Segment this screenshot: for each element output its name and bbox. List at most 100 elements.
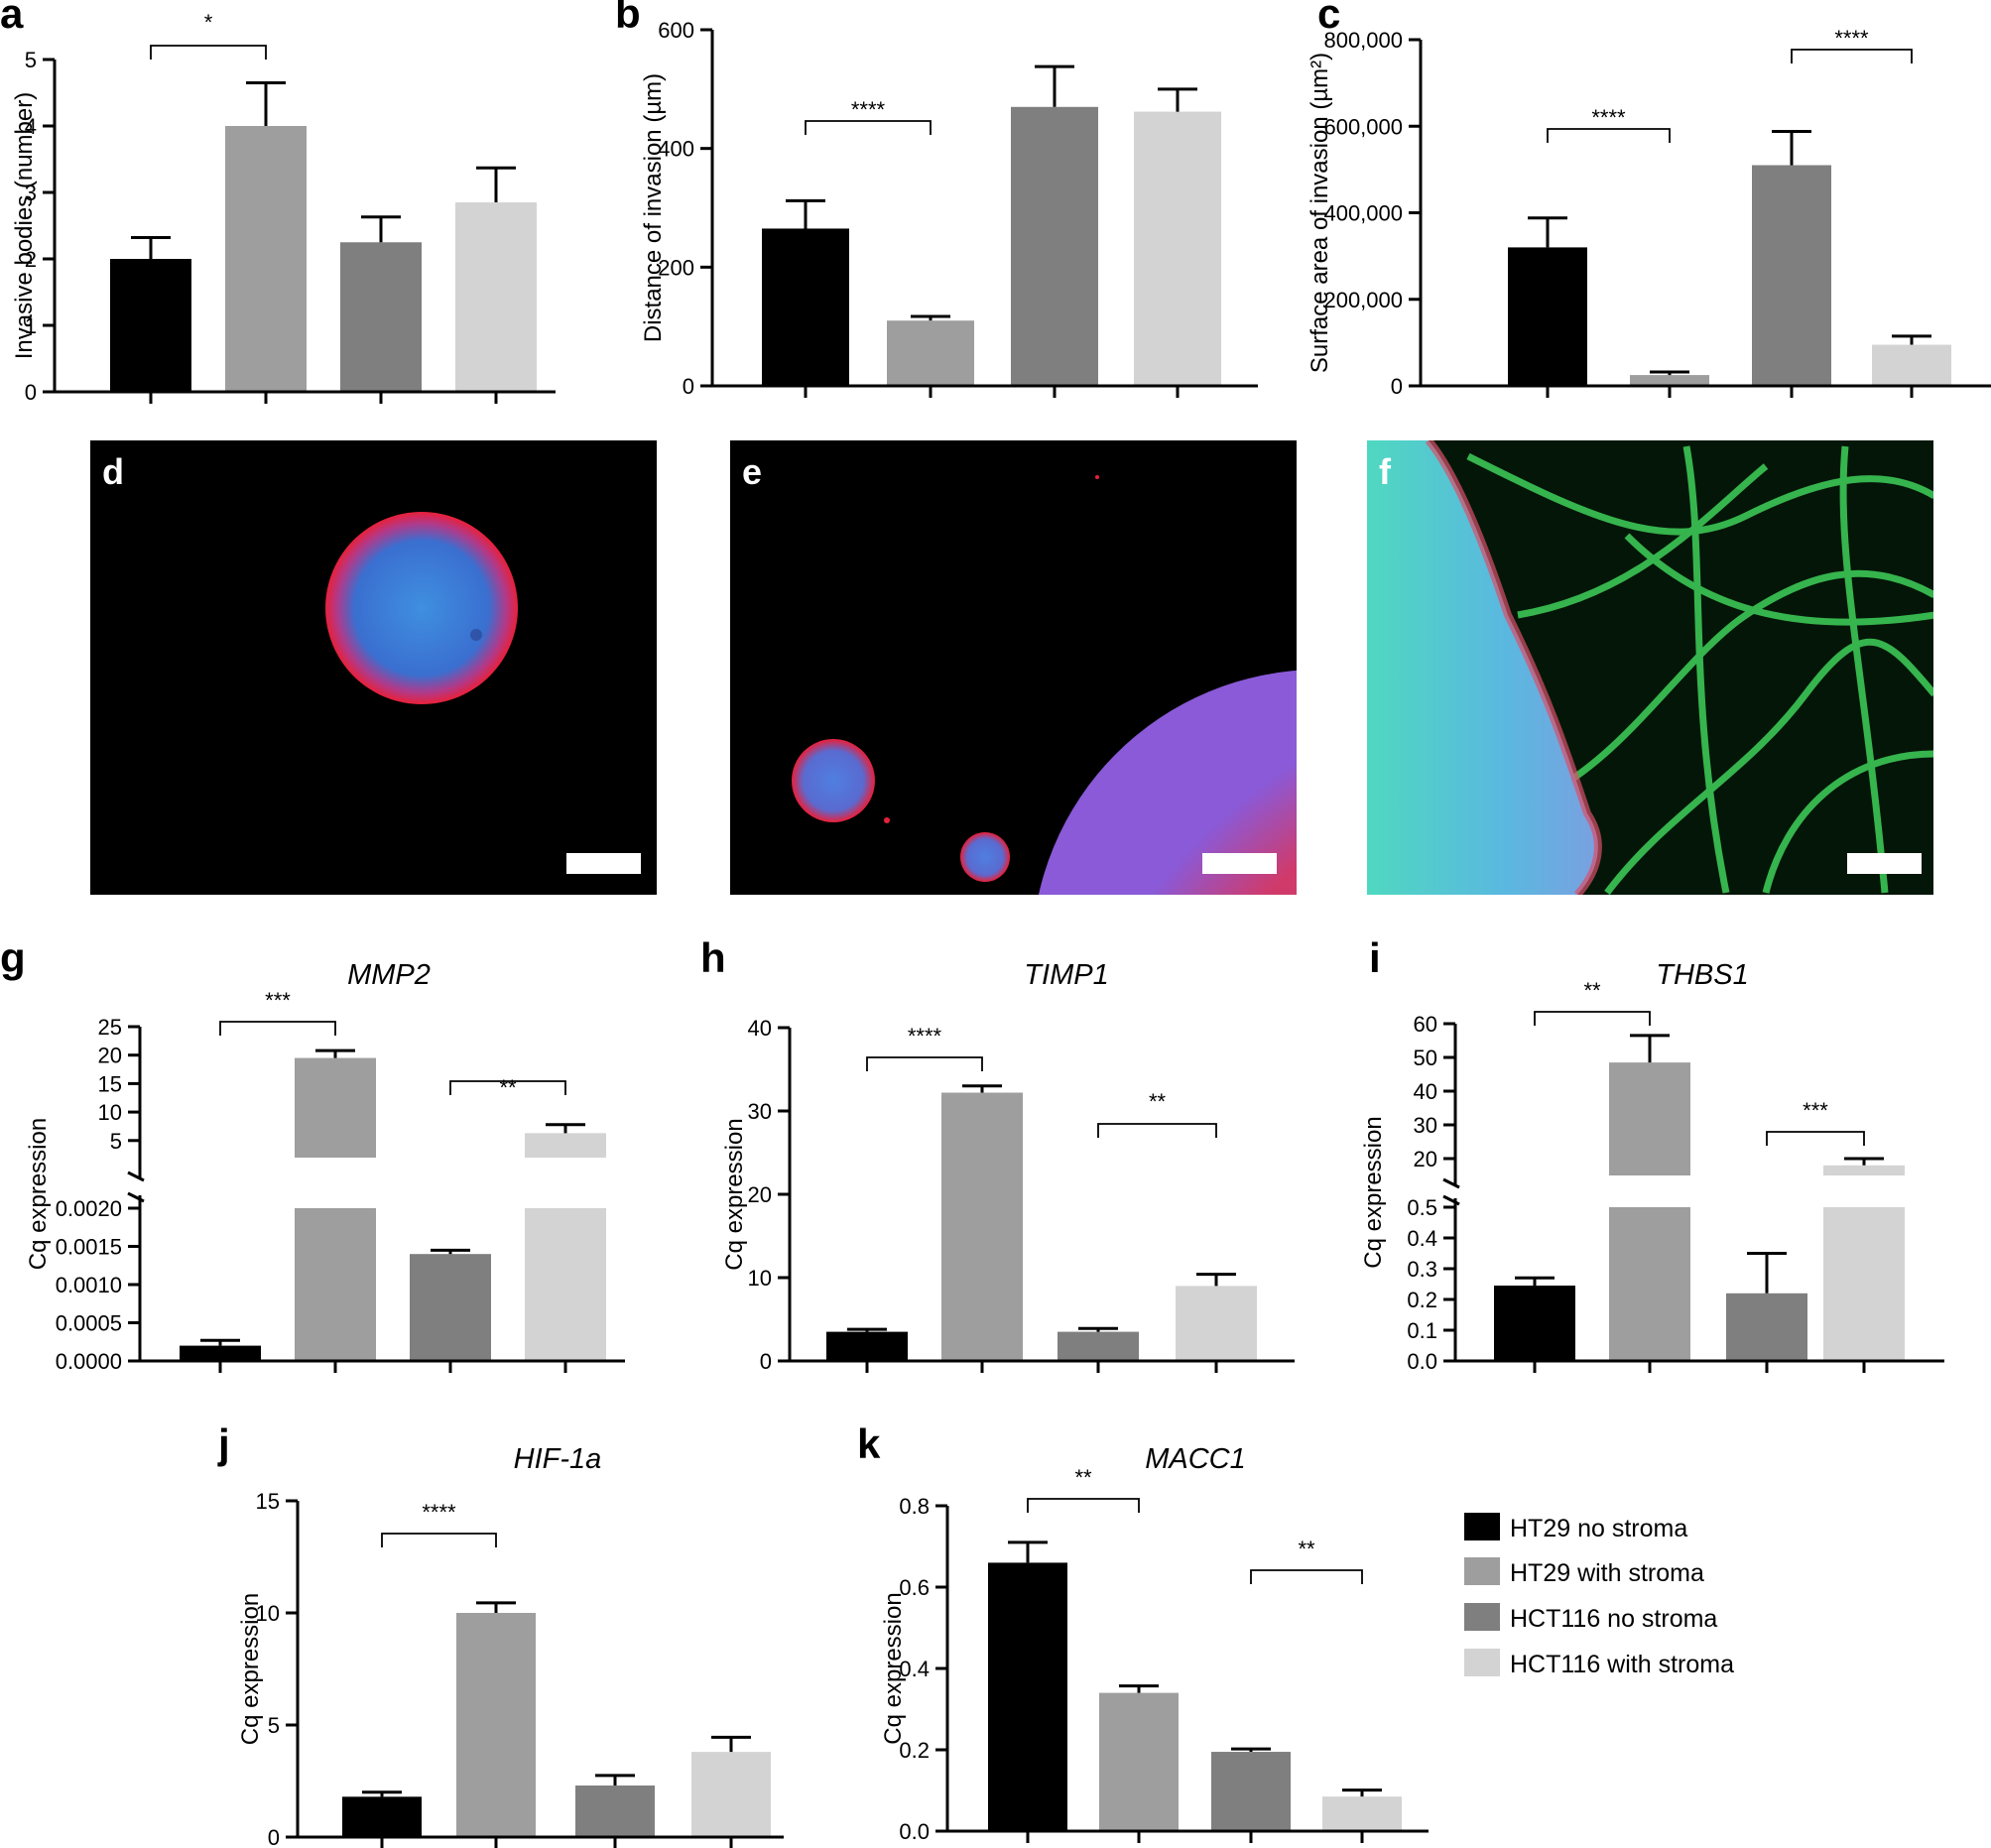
legend-swatch-1 (1464, 1557, 1500, 1585)
y-tick-label: 0.1 (1407, 1318, 1437, 1343)
bar (1134, 111, 1221, 386)
y-axis-label: Cq expression (237, 1593, 264, 1745)
chart-title: MACC1 (1145, 1443, 1246, 1475)
y-tick-label: 0.3 (1407, 1257, 1437, 1282)
significance-bracket (1534, 1011, 1651, 1026)
significance-label: **** (1591, 105, 1626, 130)
significance-bracket (219, 1021, 336, 1036)
y-axis-label: Cq expression (25, 1118, 52, 1270)
legend-label-0: HT29 no stroma (1510, 1515, 1687, 1542)
microscopy-image-d: d (90, 440, 657, 895)
scale-bar-d (566, 853, 641, 874)
significance-bracket (1547, 128, 1671, 143)
bar (1011, 106, 1098, 387)
microscopy-image-e: e (730, 440, 1297, 895)
bar (887, 320, 974, 386)
panel-label-i: i (1369, 934, 1381, 981)
y-axis-label: Cq expression (721, 1118, 748, 1270)
y-tick-label: 0.8 (899, 1494, 930, 1519)
y-tick-label: 25 (98, 1015, 122, 1040)
significance-bracket (381, 1533, 497, 1547)
error-bar (1747, 1252, 1787, 1294)
error-bar (200, 1338, 240, 1346)
bar-upper (1609, 1062, 1690, 1175)
significance-label: **** (1834, 26, 1869, 51)
significance-bracket (805, 120, 932, 135)
error-bar (246, 80, 286, 126)
legend-swatch-2 (1464, 1603, 1500, 1631)
bar (225, 126, 307, 392)
axis-break (127, 1170, 145, 1182)
significance-bracket (1027, 1498, 1140, 1513)
scale-bar-e (1202, 853, 1277, 874)
y-axis-label: Invasive bodies (number) (11, 92, 38, 359)
error-bar (711, 1735, 751, 1753)
legend: HT29 no stroma HT29 with stroma HCT116 n… (1464, 1513, 1734, 1678)
bar (1630, 375, 1709, 386)
significance-label: *** (265, 988, 291, 1013)
error-bar (362, 1790, 402, 1797)
bar (180, 1345, 261, 1361)
error-bar (1528, 216, 1567, 248)
significance-label: ** (1298, 1537, 1315, 1561)
y-tick-label: 15 (256, 1489, 280, 1514)
bar (1322, 1796, 1402, 1831)
axis-break (1442, 1177, 1460, 1189)
y-tick-label: 0.4 (899, 1657, 930, 1681)
bar-upper (525, 1133, 606, 1158)
error-bar (1008, 1540, 1048, 1563)
significance-label: ** (1583, 978, 1601, 1003)
y-tick-label: 40 (748, 1016, 772, 1041)
chart-title: HIF-1a (514, 1443, 602, 1475)
error-bar (1231, 1747, 1271, 1753)
charts: Invasive bodies (number) 0 1 2 3 4 5 * Distance … (11, 10, 1991, 1848)
bar (340, 242, 422, 392)
error-bar (1515, 1276, 1555, 1287)
panel-label-e: e (742, 451, 762, 492)
significance-label: ** (499, 1075, 517, 1100)
panel-label-h: h (700, 934, 726, 981)
error-bar (1650, 370, 1689, 376)
y-tick-label: 15 (98, 1071, 122, 1096)
error-bar (1078, 1326, 1118, 1332)
bar (456, 1613, 536, 1837)
chart-title: MMP2 (347, 959, 431, 991)
significance-bracket (866, 1056, 983, 1071)
bar (575, 1786, 655, 1837)
bar (1058, 1331, 1139, 1361)
bar (988, 1562, 1067, 1831)
y-tick-label: 0.2 (1407, 1288, 1437, 1312)
y-tick-label: 10 (748, 1266, 772, 1291)
significance-bracket (1097, 1123, 1217, 1138)
bar (826, 1331, 908, 1361)
bar (455, 202, 537, 392)
y-tick-label: 0.0000 (56, 1349, 122, 1374)
y-tick-label: 0.4 (1407, 1226, 1437, 1251)
bar-upper (1823, 1165, 1905, 1175)
panel-label-a: a (0, 0, 24, 37)
y-axis-label: Surface area of invasion (µm²) (1307, 53, 1333, 373)
panel-label-d: d (102, 451, 124, 492)
bar (1609, 1207, 1690, 1361)
chart-a: Invasive bodies (number) 0 1 2 3 4 5 * (11, 10, 556, 405)
bar (1099, 1692, 1179, 1831)
error-bar (1772, 129, 1811, 166)
error-bar (911, 314, 950, 321)
bar (295, 1208, 376, 1361)
significance-bracket (1791, 49, 1913, 63)
significance-bracket (1250, 1569, 1363, 1584)
y-tick-label: 20 (1414, 1147, 1437, 1171)
y-tick-label: 600 (658, 18, 694, 43)
chart-k: MACC1 Cq expression 0.0 0.2 0.4 0.6 0.8 ** ** (880, 1443, 1429, 1844)
y-tick-label: 0 (760, 1349, 772, 1374)
error-bar (847, 1327, 887, 1332)
error-bar (431, 1248, 470, 1255)
y-tick-label: 50 (1414, 1046, 1437, 1070)
error-bar (546, 1123, 585, 1134)
y-tick-label: 0.0020 (56, 1196, 122, 1221)
bar (1726, 1293, 1807, 1361)
y-tick-label: 4 (25, 114, 37, 139)
bar (1494, 1286, 1575, 1361)
y-tick-label: 400,000 (1323, 201, 1403, 226)
panel-label-g: g (0, 934, 26, 981)
